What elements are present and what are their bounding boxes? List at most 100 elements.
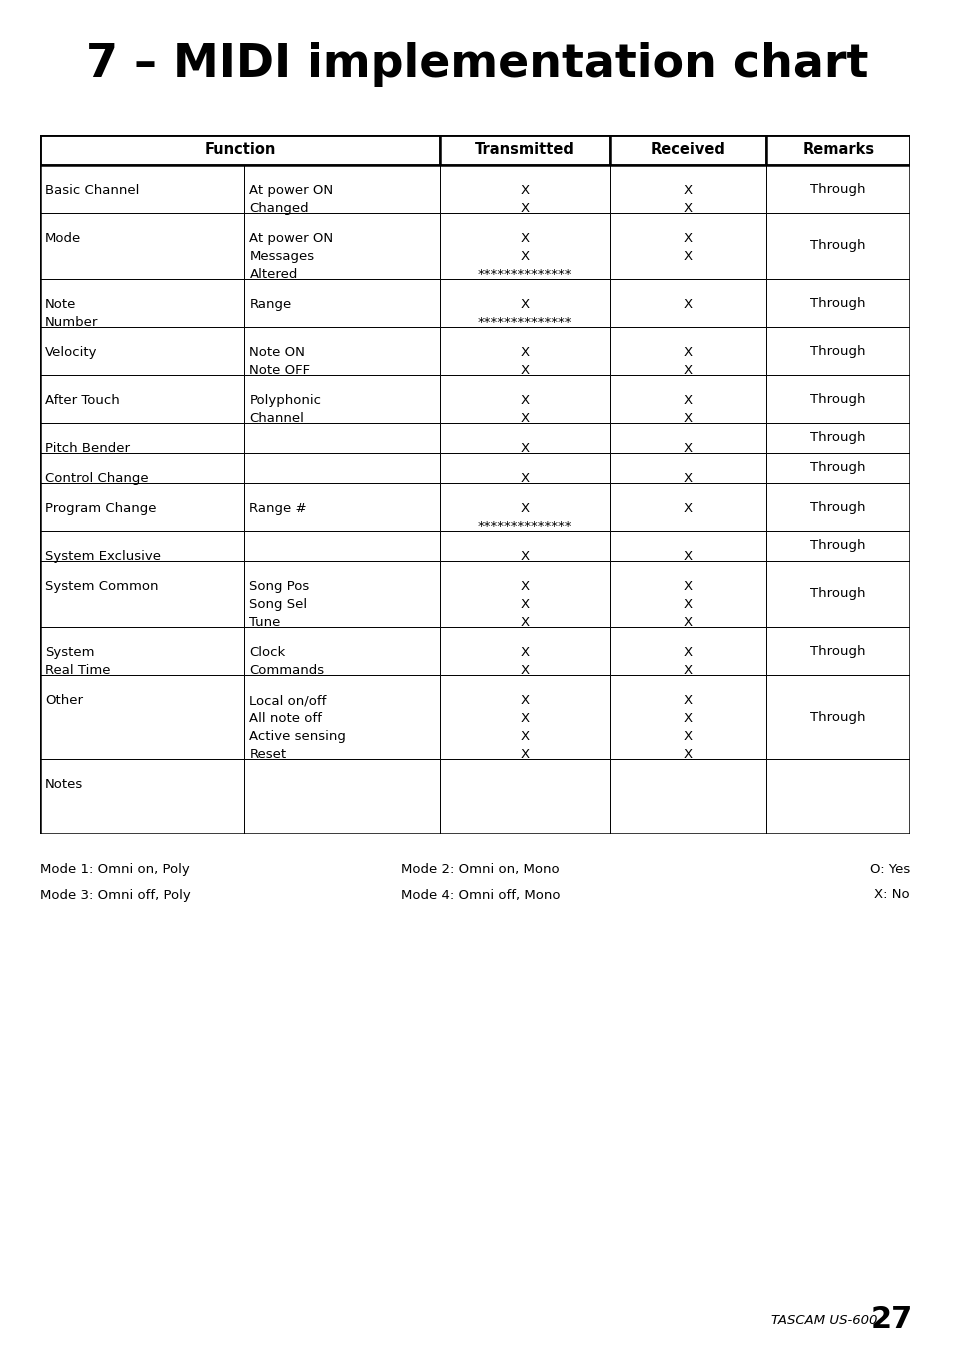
Text: X: X bbox=[683, 473, 692, 485]
Text: X: X bbox=[520, 616, 529, 630]
Bar bbox=[609, 279, 765, 328]
Bar bbox=[40, 760, 244, 834]
Text: Real Time: Real Time bbox=[45, 665, 111, 677]
Text: **************: ************** bbox=[477, 268, 572, 282]
Text: X: X bbox=[520, 347, 529, 359]
Text: X: No: X: No bbox=[874, 888, 909, 902]
Bar bbox=[609, 454, 765, 483]
Text: X: X bbox=[683, 712, 692, 726]
Bar bbox=[244, 454, 439, 483]
Text: Through: Through bbox=[810, 588, 865, 601]
Text: X: X bbox=[520, 712, 529, 726]
Text: X: X bbox=[520, 730, 529, 743]
Text: X: X bbox=[520, 233, 529, 245]
Text: Through: Through bbox=[810, 462, 865, 474]
Bar bbox=[765, 279, 909, 328]
Bar bbox=[765, 422, 909, 454]
Text: System Common: System Common bbox=[45, 581, 158, 593]
Bar bbox=[765, 454, 909, 483]
Bar bbox=[40, 676, 244, 760]
Bar bbox=[439, 165, 609, 213]
Bar bbox=[765, 135, 909, 165]
Text: X: X bbox=[683, 646, 692, 659]
Bar bbox=[40, 165, 244, 213]
Text: X: X bbox=[520, 394, 529, 408]
Bar bbox=[439, 531, 609, 561]
Text: Note ON: Note ON bbox=[249, 347, 305, 359]
Text: Mode 1: Omni on, Poly: Mode 1: Omni on, Poly bbox=[40, 864, 190, 876]
Text: Mode: Mode bbox=[45, 233, 81, 245]
Text: X: X bbox=[683, 443, 692, 455]
Text: X: X bbox=[520, 184, 529, 198]
Text: X: X bbox=[683, 250, 692, 264]
Text: X: X bbox=[520, 646, 529, 659]
Text: System Exclusive: System Exclusive bbox=[45, 550, 161, 563]
Text: Received: Received bbox=[650, 142, 725, 157]
Text: X: X bbox=[520, 695, 529, 707]
Text: Mode 2: Omni on, Mono: Mode 2: Omni on, Mono bbox=[400, 864, 559, 876]
Text: Through: Through bbox=[810, 432, 865, 444]
Text: Through: Through bbox=[810, 539, 865, 552]
Text: X: X bbox=[683, 598, 692, 612]
Bar bbox=[40, 422, 244, 454]
Bar bbox=[609, 760, 765, 834]
Text: Through: Through bbox=[810, 183, 865, 195]
Text: X: X bbox=[520, 550, 529, 563]
Text: Changed: Changed bbox=[249, 202, 309, 215]
Bar bbox=[765, 627, 909, 676]
Bar bbox=[765, 561, 909, 627]
Bar bbox=[244, 328, 439, 375]
Text: X: X bbox=[683, 184, 692, 198]
Text: Local on/off: Local on/off bbox=[249, 695, 327, 707]
Text: Active sensing: Active sensing bbox=[249, 730, 346, 743]
Text: **************: ************** bbox=[477, 317, 572, 329]
Text: X: X bbox=[683, 616, 692, 630]
Bar bbox=[439, 561, 609, 627]
Text: At power ON: At power ON bbox=[249, 184, 334, 198]
Bar bbox=[609, 676, 765, 760]
Text: Altered: Altered bbox=[249, 268, 297, 282]
Text: Control Change: Control Change bbox=[45, 473, 149, 485]
Text: Song Sel: Song Sel bbox=[249, 598, 307, 612]
Text: Through: Through bbox=[810, 645, 865, 658]
Bar bbox=[609, 422, 765, 454]
Bar bbox=[439, 760, 609, 834]
Bar bbox=[439, 627, 609, 676]
Bar bbox=[244, 375, 439, 422]
Text: X: X bbox=[520, 202, 529, 215]
Text: TASCAM US-600: TASCAM US-600 bbox=[770, 1313, 884, 1327]
Text: X: X bbox=[683, 347, 692, 359]
Text: Notes: Notes bbox=[45, 779, 83, 791]
Bar bbox=[40, 483, 244, 531]
Bar bbox=[244, 213, 439, 279]
Text: X: X bbox=[683, 202, 692, 215]
Text: X: X bbox=[520, 364, 529, 378]
Bar bbox=[609, 483, 765, 531]
Text: At power ON: At power ON bbox=[249, 233, 334, 245]
Text: X: X bbox=[683, 695, 692, 707]
Bar bbox=[40, 454, 244, 483]
Text: X: X bbox=[520, 581, 529, 593]
Text: X: X bbox=[520, 413, 529, 425]
Bar bbox=[609, 328, 765, 375]
Text: Number: Number bbox=[45, 317, 98, 329]
Bar bbox=[244, 760, 439, 834]
Bar bbox=[609, 561, 765, 627]
Text: Program Change: Program Change bbox=[45, 502, 156, 516]
Bar bbox=[244, 627, 439, 676]
Bar bbox=[765, 483, 909, 531]
Bar bbox=[244, 422, 439, 454]
Bar bbox=[609, 375, 765, 422]
Bar bbox=[40, 279, 244, 328]
Text: X: X bbox=[683, 550, 692, 563]
Bar bbox=[765, 760, 909, 834]
Bar bbox=[439, 279, 609, 328]
Text: X: X bbox=[683, 749, 692, 761]
Bar bbox=[244, 676, 439, 760]
Text: X: X bbox=[683, 413, 692, 425]
Bar bbox=[439, 135, 609, 165]
Text: Velocity: Velocity bbox=[45, 347, 97, 359]
Text: Range #: Range # bbox=[249, 502, 307, 516]
Text: Function: Function bbox=[204, 142, 275, 157]
Bar bbox=[40, 135, 439, 165]
